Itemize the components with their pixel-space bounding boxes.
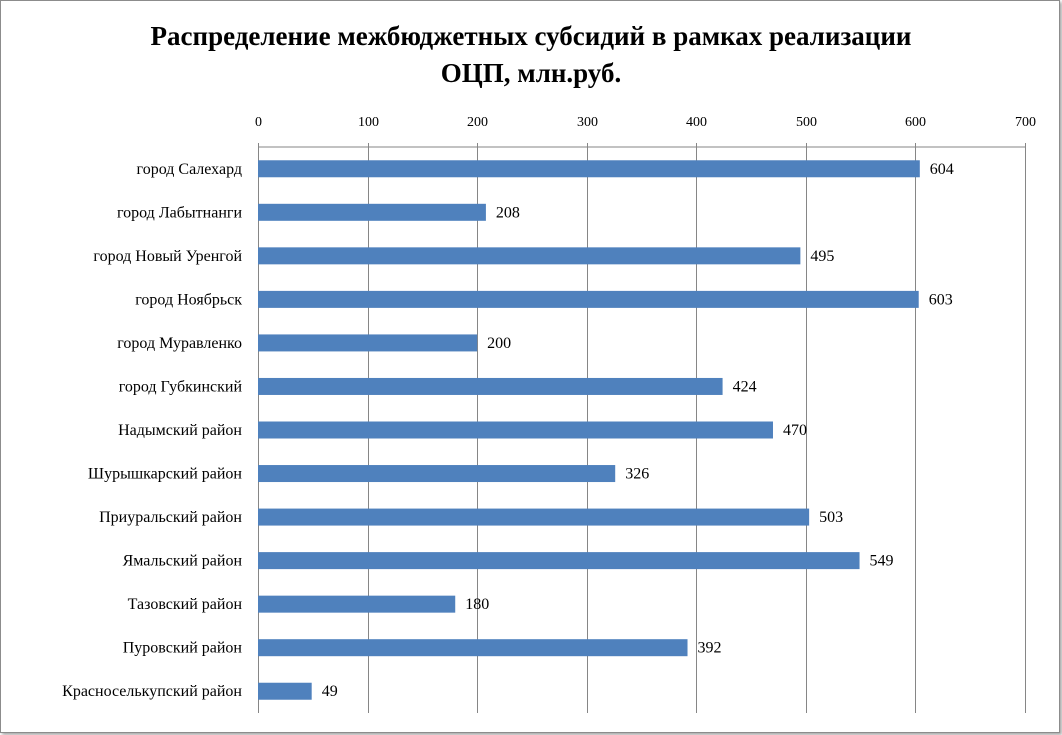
category-label-12: Красноселькупский район bbox=[62, 683, 242, 700]
category-label-0: город Салехард bbox=[137, 161, 242, 178]
data-label-12: 49 bbox=[322, 683, 338, 700]
bar-8 bbox=[258, 508, 810, 526]
bar-4 bbox=[258, 334, 478, 352]
data-label-10: 180 bbox=[465, 596, 489, 613]
data-label-0: 604 bbox=[930, 161, 954, 178]
category-labels: город Салехард город Лабытнанги город Новы… bbox=[62, 161, 242, 700]
x-tick-label-0: 0 bbox=[255, 115, 262, 130]
bar-6 bbox=[258, 421, 773, 439]
category-label-9: Ямальский район bbox=[123, 553, 243, 570]
bar-11 bbox=[258, 639, 688, 657]
category-label-1: город Лабытнанги bbox=[117, 204, 242, 221]
data-label-4: 200 bbox=[487, 335, 511, 352]
category-label-11: Пуровский район bbox=[123, 640, 243, 657]
bar-12 bbox=[258, 682, 312, 700]
data-label-6: 470 bbox=[783, 422, 807, 439]
bar-9 bbox=[258, 552, 860, 570]
x-tick-label-600: 600 bbox=[905, 115, 926, 130]
bar-3 bbox=[258, 290, 919, 308]
bars bbox=[258, 160, 920, 700]
bar-2 bbox=[258, 247, 801, 265]
category-label-3: город Ноябрьск bbox=[135, 291, 242, 308]
data-label-9: 549 bbox=[870, 553, 894, 570]
data-labels: 604 208 495 603 200 424 470 326 503 549 180 392 49 bbox=[322, 161, 954, 700]
category-label-8: Приуральский район bbox=[99, 509, 242, 526]
bar-5 bbox=[258, 377, 723, 395]
category-label-10: Тазовский район bbox=[128, 596, 243, 613]
data-label-11: 392 bbox=[698, 640, 722, 657]
category-label-2: город Новый Уренгой bbox=[93, 248, 242, 265]
bar-10 bbox=[258, 595, 456, 613]
data-label-3: 603 bbox=[929, 291, 953, 308]
x-tick-label-400: 400 bbox=[686, 115, 707, 130]
category-label-4: город Муравленко bbox=[117, 335, 242, 352]
data-label-8: 503 bbox=[819, 509, 843, 526]
x-axis-ticks: 0 100 200 300 400 500 600 700 bbox=[255, 115, 1036, 130]
data-label-7: 326 bbox=[625, 466, 649, 483]
data-label-5: 424 bbox=[733, 378, 757, 395]
bar-0 bbox=[258, 160, 920, 178]
chart-title-line-1: Распределение межбюджетных субсидий в ра… bbox=[150, 21, 912, 51]
bar-1 bbox=[258, 203, 486, 221]
x-tick-label-100: 100 bbox=[358, 115, 379, 130]
chart-title: Распределение межбюджетных субсидий в ра… bbox=[0, 18, 1062, 92]
category-label-7: Шурышкарский район bbox=[88, 466, 243, 483]
bar-7 bbox=[258, 465, 616, 483]
x-tick-label-300: 300 bbox=[577, 115, 598, 130]
category-label-5: город Губкинский bbox=[119, 378, 243, 395]
data-label-2: 495 bbox=[810, 248, 834, 265]
data-label-1: 208 bbox=[496, 204, 520, 221]
x-tick-label-700: 700 bbox=[1015, 115, 1036, 130]
category-label-6: Надымский район bbox=[118, 422, 242, 439]
x-tick-label-500: 500 bbox=[796, 115, 817, 130]
x-tick-label-200: 200 bbox=[467, 115, 488, 130]
chart-title-line-2: ОЦП, млн.руб. bbox=[440, 58, 622, 88]
